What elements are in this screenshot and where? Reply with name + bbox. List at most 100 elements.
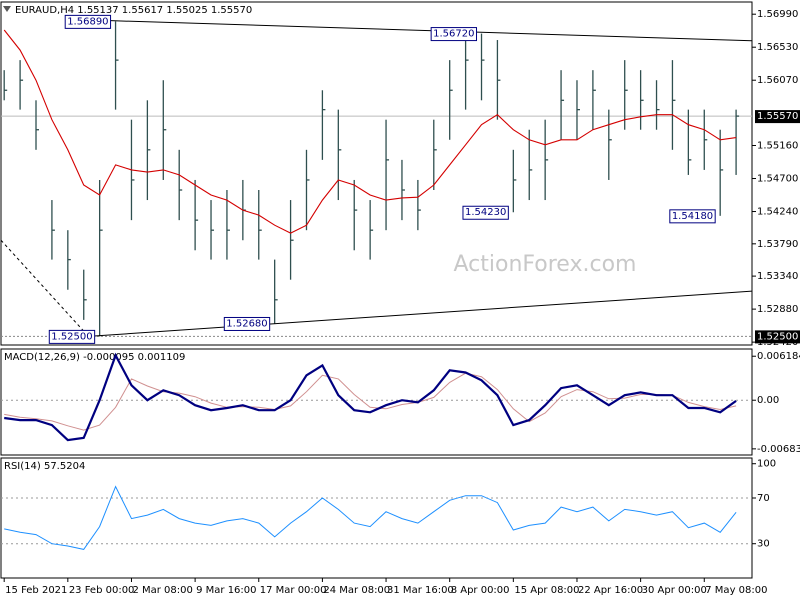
annotation-label: 1.52500 xyxy=(51,331,92,342)
trendline xyxy=(88,290,753,337)
annotation-label: 1.54180 xyxy=(672,211,713,222)
y-tick-label: 70 xyxy=(757,493,770,504)
price-bar xyxy=(35,100,40,150)
price-bar xyxy=(401,159,405,221)
y-tick-label: 0.00 xyxy=(757,395,779,406)
price-bar xyxy=(274,259,278,324)
annotation-label: 1.52680 xyxy=(226,318,267,329)
y-tick-label: 100 xyxy=(757,459,776,470)
price-bar xyxy=(719,129,724,216)
price-bar xyxy=(496,40,501,120)
y-tick-label: 1.52880 xyxy=(757,304,798,315)
last-price-box xyxy=(755,110,800,124)
price-bar xyxy=(608,109,612,180)
y-tick-label: 1.54700 xyxy=(757,174,798,185)
price-bar xyxy=(449,60,453,140)
price-bar xyxy=(194,179,199,251)
price-bar xyxy=(671,60,676,150)
price-bar xyxy=(114,21,119,110)
y-tick-label: 1.53790 xyxy=(757,239,798,250)
price-bar xyxy=(464,40,469,110)
signal-line xyxy=(4,372,737,431)
price-bar xyxy=(576,80,580,140)
price-bar xyxy=(210,200,215,260)
x-tick-label: 2 Mar 08:00 xyxy=(132,585,192,596)
price-bar xyxy=(528,129,533,201)
annotation-box xyxy=(462,205,509,220)
x-tick-label: 24 Mar 08:00 xyxy=(323,585,390,596)
price-bar xyxy=(3,70,8,101)
x-tick-label: 30 Apr 00:00 xyxy=(642,585,707,596)
y-tick-label: 1.53340 xyxy=(757,271,798,282)
price-bar xyxy=(258,190,262,260)
moving-average xyxy=(3,29,737,234)
price-bar xyxy=(226,190,230,260)
price-bar xyxy=(624,60,628,130)
last-price-label: 1.55570 xyxy=(757,111,798,122)
price-bar xyxy=(337,109,342,201)
x-tick-label: 17 Mar 00:00 xyxy=(260,585,327,596)
support-label: 1.52500 xyxy=(757,331,798,342)
price-bar xyxy=(655,80,660,130)
x-tick-label: 9 Mar 16:00 xyxy=(196,585,256,596)
price-bar xyxy=(83,269,87,320)
price-bar xyxy=(353,179,358,251)
annotation-label: 1.56720 xyxy=(433,29,474,40)
price-bar xyxy=(703,109,708,170)
x-tick-label: 8 Apr 00:00 xyxy=(451,585,510,596)
price-bar xyxy=(512,149,517,213)
price-bar xyxy=(433,119,437,191)
annotation-box xyxy=(223,316,271,331)
trendline xyxy=(0,239,89,337)
x-tick-label: 15 Apr 08:00 xyxy=(514,585,579,596)
price-bar xyxy=(417,179,421,231)
annotation-label: 1.54230 xyxy=(465,207,506,218)
price-bar xyxy=(146,100,151,201)
y-tick-label: -0.006837 xyxy=(757,444,800,455)
price-bar xyxy=(321,90,326,160)
annotation-label: 1.56890 xyxy=(67,16,108,27)
panel-frame xyxy=(0,457,753,579)
y-tick-label: 0.006184 xyxy=(757,351,800,362)
price-bar xyxy=(369,200,374,260)
price-bar xyxy=(480,33,485,101)
price-bar xyxy=(735,109,740,175)
y-tick-label: 1.55160 xyxy=(757,141,798,152)
price-bar xyxy=(67,230,71,290)
annotation-box xyxy=(430,27,478,42)
support-box xyxy=(755,330,800,344)
annotation-box xyxy=(64,14,112,29)
price-bar xyxy=(289,200,294,280)
y-tick-label: 1.54240 xyxy=(757,207,798,218)
rsi-title: RSI(14) 57.5204 xyxy=(4,461,85,472)
panel-frame xyxy=(0,348,753,456)
x-tick-label: 15 Feb 2021 xyxy=(5,585,67,596)
x-tick-label: 7 May 08:00 xyxy=(705,585,767,596)
rsi-line xyxy=(4,485,737,550)
watermark: ActionForex.com xyxy=(454,252,637,277)
macd-title: MACD(12,26,9) -0.000095 0.001109 xyxy=(4,352,185,363)
price-bar xyxy=(592,70,596,130)
annotation-box xyxy=(48,329,96,344)
y-tick-label: 30 xyxy=(757,539,770,550)
y-tick-label: 1.56990 xyxy=(757,9,798,20)
y-tick-label: 1.56530 xyxy=(757,42,798,53)
macd-line xyxy=(4,352,737,442)
price-bar xyxy=(51,200,55,260)
x-tick-label: 22 Apr 16:00 xyxy=(578,585,643,596)
price-bar xyxy=(162,80,167,180)
panel-frame xyxy=(0,1,753,346)
price-bar xyxy=(19,60,24,110)
symbol-icon xyxy=(3,6,11,12)
price-bar xyxy=(98,179,103,337)
x-tick-label: 23 Feb 00:00 xyxy=(69,585,135,596)
price-bar xyxy=(639,70,644,130)
price-bar xyxy=(305,149,310,231)
chart-title: EURAUD,H4 1.55137 1.55617 1.55025 1.5557… xyxy=(15,5,252,16)
price-bar xyxy=(687,109,692,175)
y-tick-label: 1.56070 xyxy=(757,75,798,86)
annotation-box xyxy=(669,209,716,224)
price-bar xyxy=(544,119,549,201)
